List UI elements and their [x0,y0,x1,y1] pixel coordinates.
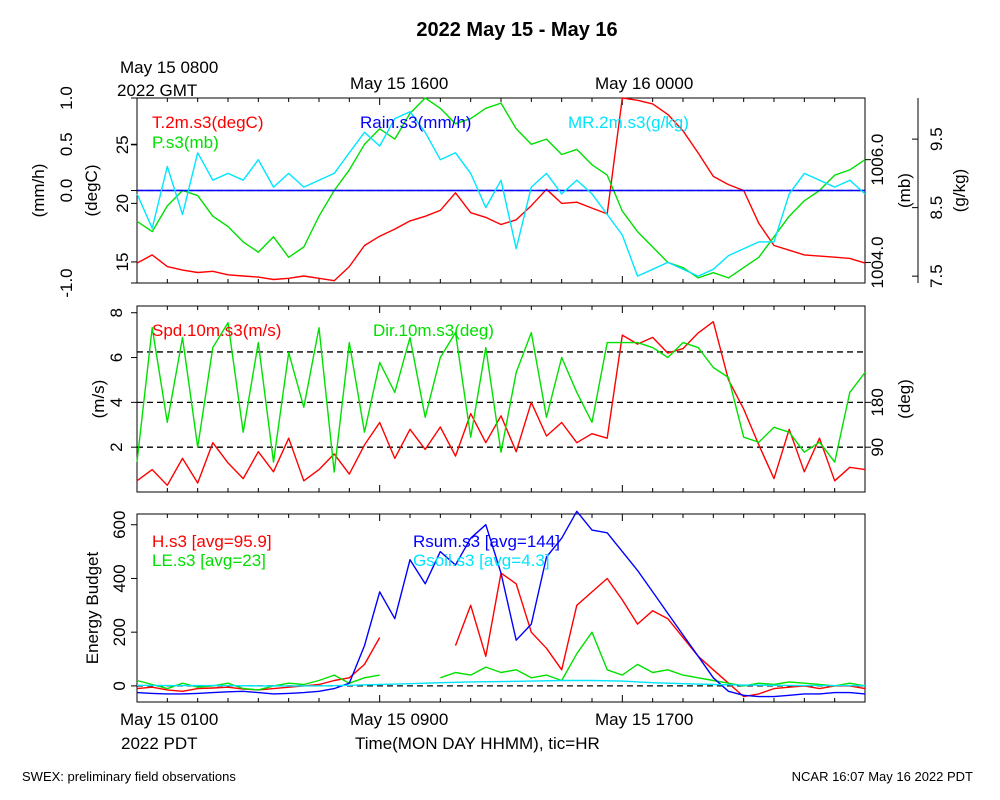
bottom-time-label-1: May 15 0100 [120,710,218,729]
y-tick-label: 400 [110,564,129,592]
figure-title: 2022 May 15 - May 16 [416,19,617,41]
series-line-0-3 [136,111,866,277]
y-tick-label: 0.0 [57,179,76,203]
y-tick-label: 7.5 [927,264,946,288]
y-axis-title: (m/s) [89,380,108,419]
footer-right: NCAR 16:07 May 16 2022 PDT [792,769,973,784]
panel-top-met: -1.0 0.0 0.5 1.0 (mm/h) 15 20 25 (degC) 1004.0 100… [29,86,969,297]
bottom-time-label-2: May 15 0900 [350,710,448,729]
y-tick-label: 20 [113,194,132,213]
legend-label: P.s3(mb) [152,133,219,152]
y-axis-title: (mm/h) [29,164,48,218]
y-tick-label: 200 [110,618,129,646]
y-tick-label: 600 [110,511,129,539]
series-line-2-2 [136,510,866,698]
panel-middle-wind: 2 4 6 8 (m/s) 90 180 (deg) Spd.10m.s3(m/s) Dir.10… [89,305,914,493]
legend-label: Rain.s3(mm/h) [360,113,471,132]
top-time-label-2: May 15 1600 [350,74,448,93]
y-tick-label: 15 [113,252,132,271]
top-time-label-1: May 15 0800 [120,58,218,77]
bottom-time-label-3: May 15 1700 [595,710,693,729]
x-axis-label: Time(MON DAY HHMM), tic=HR [355,734,600,753]
y-tick-label: 9.5 [927,127,946,151]
legend-label: T.2m.s3(degC) [152,113,263,132]
panel-bottom-energy: 0 200 400 600 Energy Budget H.s3 [avg=95.9]LE… [83,510,866,703]
y-tick-label: 1004.0 [868,236,887,288]
y-axis-title: (mb) [895,173,914,208]
y-tick-label: 8 [107,308,126,317]
series-line-2-3 [136,679,865,687]
y-tick-label: 0 [110,681,129,690]
legend-label: H.s3 [avg=95.9] [152,532,272,551]
y-axis-title: (g/kg) [950,169,969,212]
y-tick-label: 6 [107,353,126,362]
top-time-label-1-sub: 2022 GMT [117,81,197,100]
y-axis-title: Energy Budget [83,551,102,664]
y-tick-label: 25 [113,135,132,154]
legend-label: LE.s3 [avg=23] [152,551,266,570]
y-axis-title: (degC) [82,165,101,217]
series-line-1-0 [136,321,866,486]
y-tick-label: 180 [868,388,887,416]
legend-label: Spd.10m.s3(m/s) [152,321,281,340]
series-line-2-0 [136,572,866,698]
y-tick-label: 1.0 [57,86,76,110]
legend-label: Dir.10m.s3(deg) [373,321,494,340]
legend-label: Gsoil.s3 [avg=4.3] [413,551,550,570]
y-tick-label: 4 [107,398,126,407]
legend-label: MR.2m.s3(g/kg) [568,113,689,132]
footer-left: SWEX: preliminary field observations [22,769,236,784]
series-line-0-1 [136,97,866,279]
series-line-1-1 [136,322,866,473]
y-tick-label: 90 [868,438,887,457]
y-tick-label: 2 [107,442,126,451]
y-tick-label: 0.5 [57,132,76,156]
y-axis-title: (deg) [895,379,914,419]
y-tick-label: 1006.0 [868,134,887,186]
y-tick-label: -1.0 [57,268,76,297]
y-tick-label: 8.5 [927,196,946,220]
legend-label: Rsum.s3 [avg=144] [413,532,560,551]
top-time-label-3: May 16 0000 [595,74,693,93]
bottom-time-label-1-sub: 2022 PDT [121,734,198,753]
